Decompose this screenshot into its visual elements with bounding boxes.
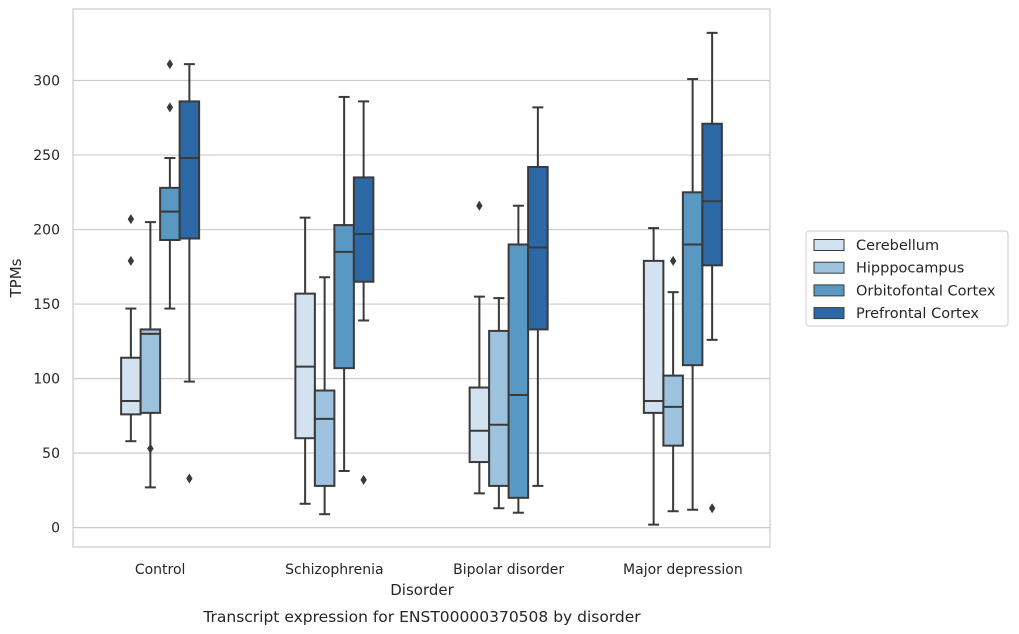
- box: [701, 31, 723, 514]
- box-group: [294, 95, 375, 516]
- legend-frame: [805, 230, 1009, 327]
- y-tick-label: 200: [33, 223, 60, 239]
- x-tick-label: Bipolar disorder: [453, 562, 564, 578]
- box-iqr: [681, 191, 704, 367]
- outlier-point: [476, 200, 483, 211]
- y-axis-label: TPMs: [7, 258, 25, 298]
- box-iqr: [642, 259, 665, 414]
- legend-item: Hipppocampus: [813, 261, 964, 277]
- x-tick-labels: Control Schizophrenia Bipolar disorder Majo…: [135, 562, 743, 578]
- y-tick-labels: 0 50 100 150 200 250 300: [33, 74, 60, 537]
- box-iqr: [159, 186, 181, 241]
- y-tick-label: 250: [33, 148, 60, 164]
- legend: Cerebellum Hipppocampus Orbitofontal Corte…: [805, 230, 1009, 327]
- box-group: [468, 106, 549, 514]
- box: [642, 227, 665, 526]
- box: [159, 59, 181, 310]
- box: [313, 276, 336, 516]
- box-iqr: [313, 389, 336, 487]
- box-iqr: [120, 356, 142, 416]
- legend-swatch: [813, 239, 845, 251]
- box: [120, 214, 142, 443]
- y-tick-label: 100: [33, 372, 60, 388]
- outlier-point: [708, 503, 716, 514]
- x-tick-label: Control: [135, 562, 186, 578]
- box: [333, 95, 355, 472]
- box-groups: [120, 31, 723, 526]
- box: [507, 204, 530, 514]
- box: [681, 78, 704, 511]
- outlier-point: [669, 255, 677, 266]
- box-iqr: [468, 386, 491, 464]
- box-iqr: [488, 329, 510, 487]
- box: [178, 63, 201, 484]
- box-group: [120, 59, 201, 489]
- legend-label: Cerebellum: [856, 238, 939, 254]
- x-axis-label: Disorder: [390, 581, 454, 599]
- outlier-point: [147, 443, 154, 454]
- box-iqr: [662, 374, 684, 447]
- box-iqr: [352, 176, 375, 283]
- legend-item: Cerebellum: [813, 238, 939, 254]
- legend-swatch: [813, 284, 845, 297]
- outlier-point: [127, 255, 135, 266]
- plot-area-frame: [72, 8, 771, 548]
- x-tick-label: Schizophrenia: [285, 562, 383, 578]
- outlier-point: [166, 102, 174, 113]
- box-group: [642, 31, 723, 526]
- y-tick-label: 50: [42, 446, 60, 462]
- legend-swatch: [813, 261, 845, 274]
- chart-caption: Transcript expression for ENST0000037050…: [202, 608, 641, 626]
- x-tick-label: Major depression: [623, 562, 743, 578]
- y-tick-label: 300: [33, 74, 60, 90]
- outlier-point: [186, 473, 193, 484]
- box: [352, 100, 375, 485]
- box: [662, 255, 684, 513]
- box: [468, 200, 491, 495]
- box-iqr: [701, 122, 723, 267]
- outlier-point: [127, 214, 135, 225]
- y-tick-label: 150: [33, 297, 60, 313]
- box-iqr: [507, 243, 530, 499]
- legend-item: Orbitofontal Cortex: [813, 283, 996, 299]
- legend-item: Prefrontal Cortex: [813, 306, 979, 322]
- outlier-point: [360, 474, 367, 485]
- box-iqr: [178, 100, 201, 240]
- outlier-point: [166, 59, 174, 70]
- y-tick-label: 0: [51, 521, 60, 537]
- box: [488, 297, 510, 510]
- legend-swatch: [813, 307, 845, 320]
- box: [294, 216, 316, 505]
- box: [527, 106, 549, 487]
- legend-label: Orbitofontal Cortex: [856, 283, 996, 299]
- legend-label: Prefrontal Cortex: [856, 306, 979, 322]
- box-iqr: [333, 224, 355, 370]
- box-iqr: [139, 328, 162, 414]
- box: [139, 221, 162, 489]
- gridlines: [73, 79, 770, 529]
- legend-label: Hipppocampus: [856, 261, 964, 277]
